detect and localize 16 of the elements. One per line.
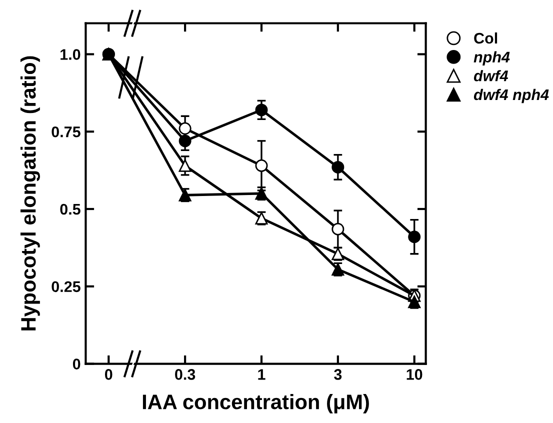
legend-label: dwf4 nph4: [474, 88, 549, 104]
legend-label: dwf4: [474, 70, 508, 82]
y-tick-label: 0.75: [52, 126, 80, 138]
x-axis-title: IAA concentration (μM): [142, 394, 369, 414]
x-tick-label: 10: [406, 369, 422, 380]
x-tick-label: 1: [258, 369, 266, 380]
x-tick-label: 0.3: [175, 369, 196, 380]
legend-label: Col: [474, 32, 498, 44]
y-tick-label: 1.0: [60, 49, 80, 60]
x-tick-label: 3: [334, 369, 342, 380]
legend-label: nph4: [474, 51, 510, 66]
y-tick-label: 0.25: [52, 281, 80, 292]
y-tick-label: 0: [72, 358, 80, 370]
y-axis-title: Hypocotyl elongation (ratio): [20, 56, 40, 330]
y-tick-label: 0.5: [60, 204, 80, 215]
x-tick-label: 0: [105, 369, 112, 380]
